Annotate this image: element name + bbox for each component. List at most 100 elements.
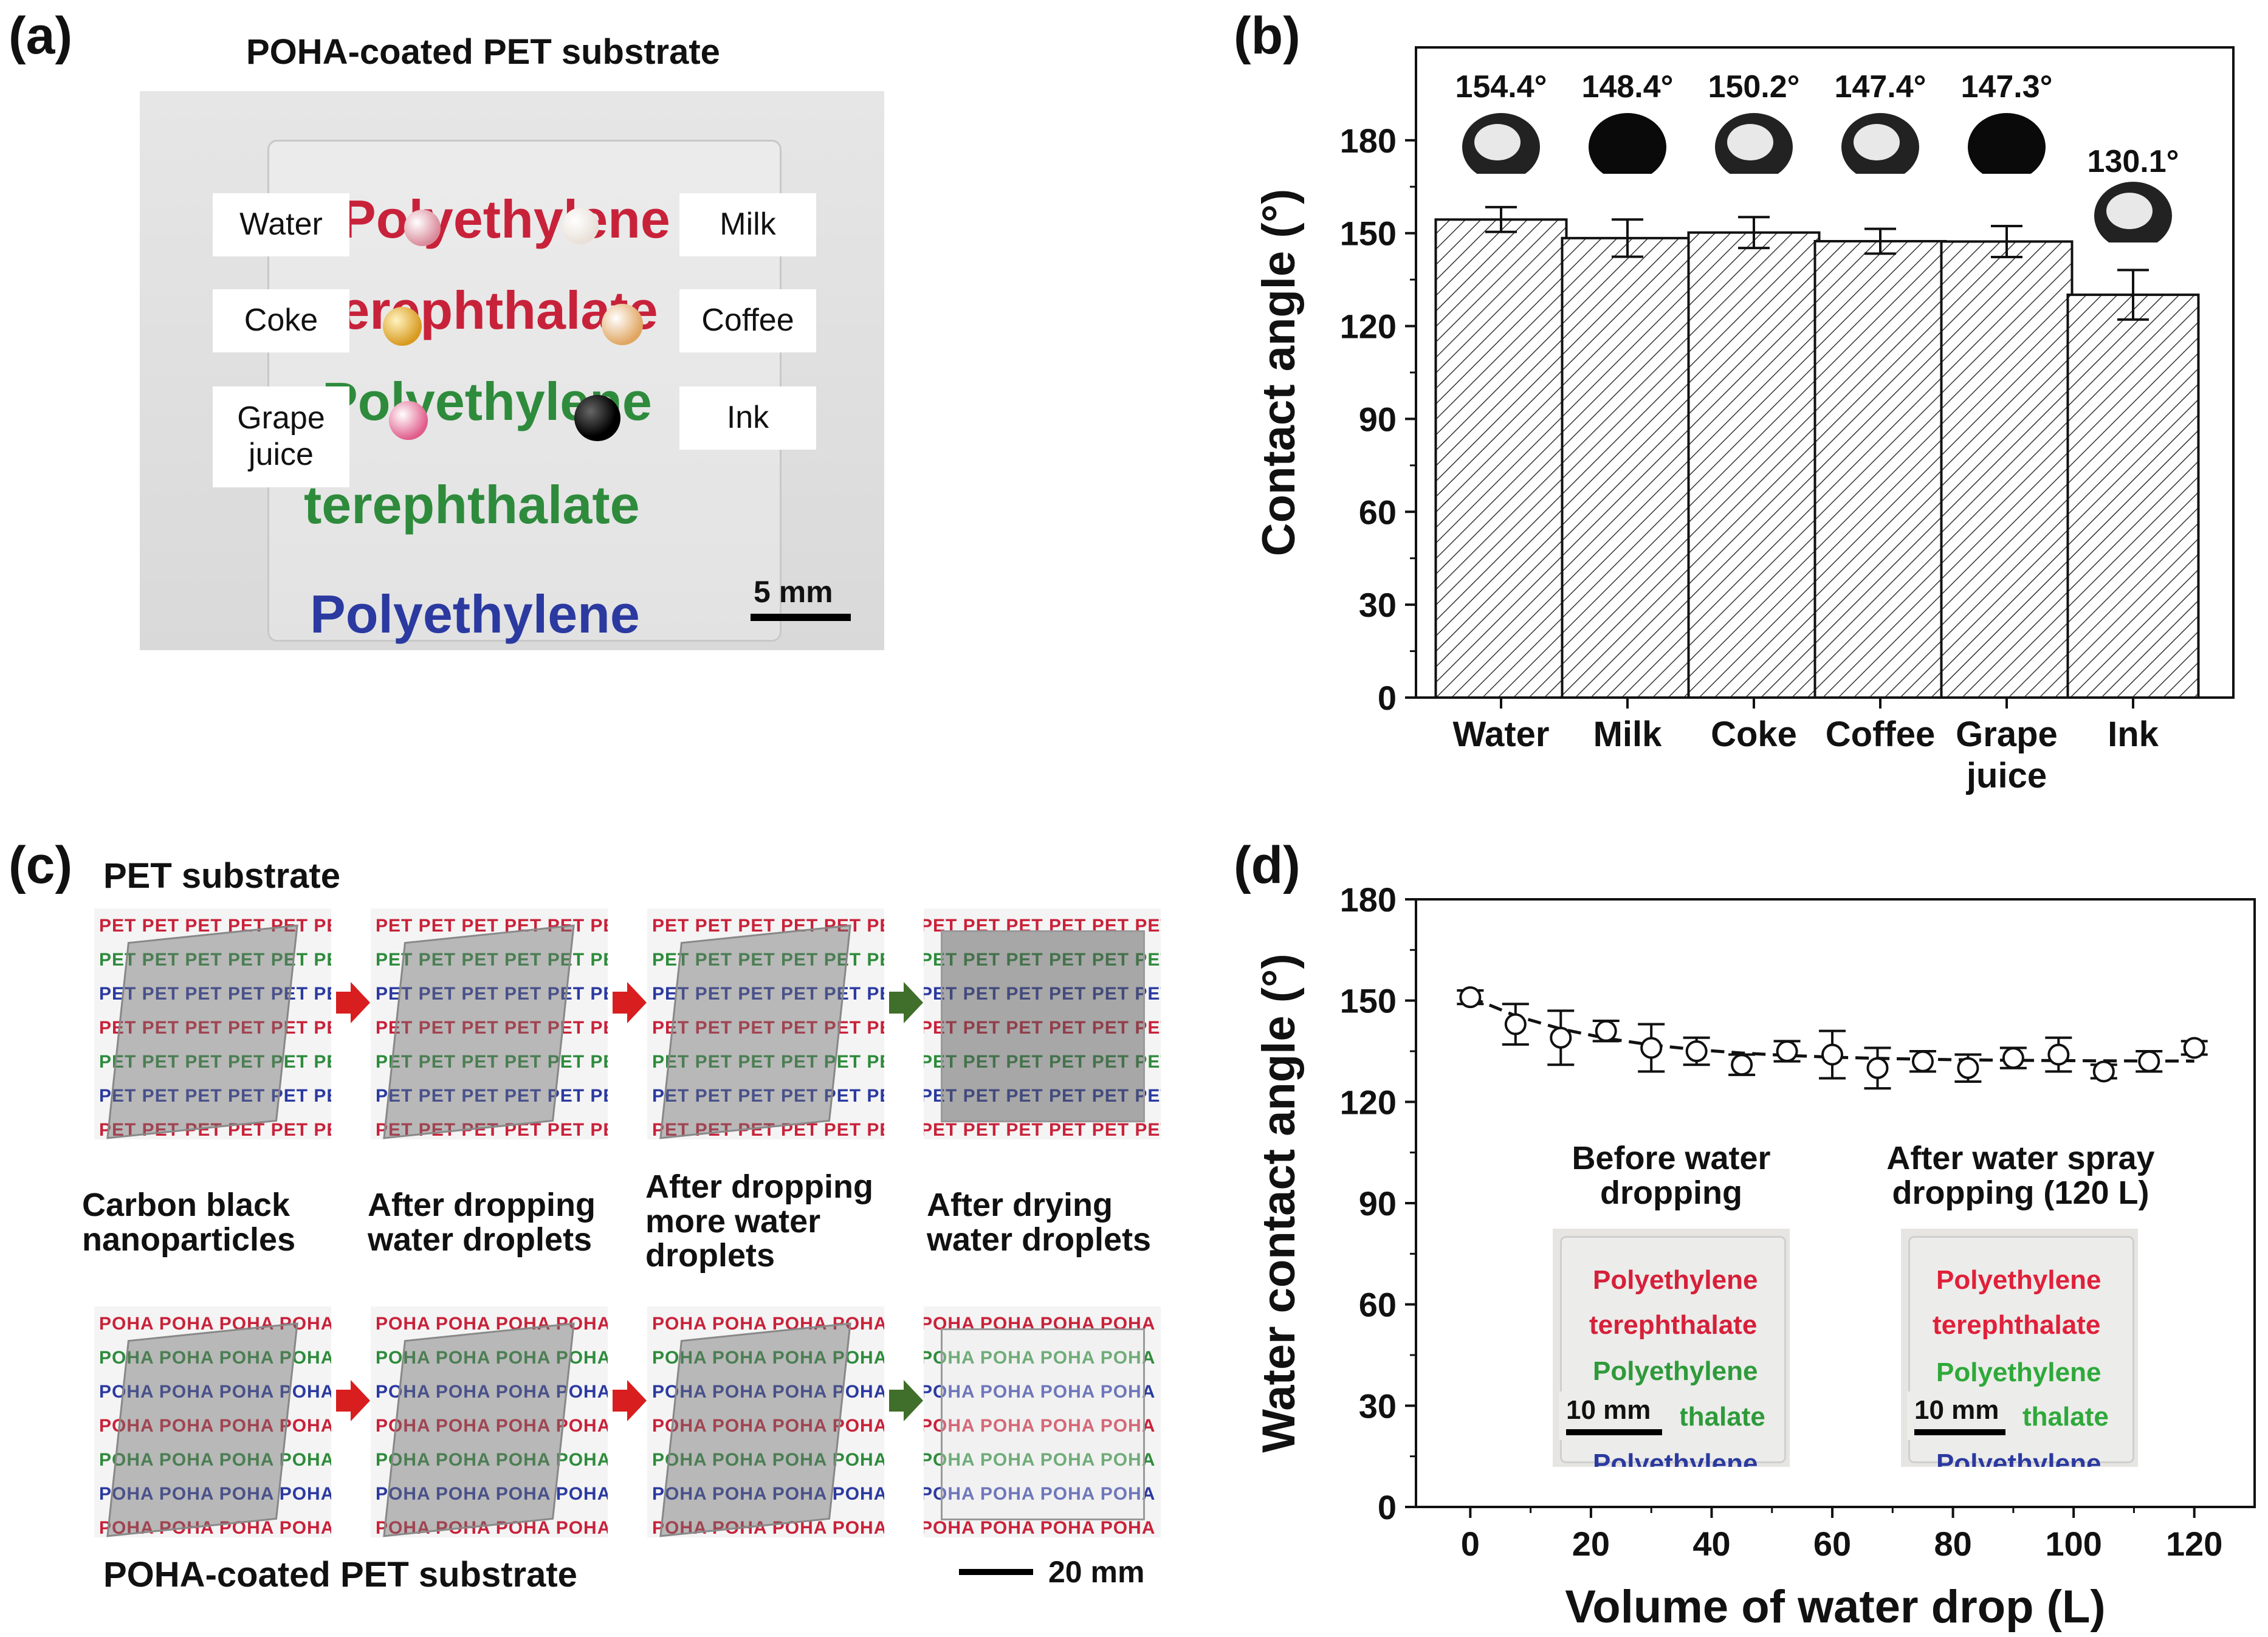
bg-text-4: terephthalate xyxy=(304,475,640,535)
panel-a-scale-bar xyxy=(751,614,851,621)
droplet-highlight xyxy=(1474,124,1521,160)
data-point xyxy=(2002,1047,2024,1069)
y-tick-label: 120 xyxy=(1340,1083,1397,1121)
panel-b-letter: (b) xyxy=(1234,7,1301,65)
droplet-baseline xyxy=(2094,242,2172,253)
pattern-row: PET PET PET PET PET PET PET PET PET PET … xyxy=(99,984,331,1004)
bar xyxy=(2066,293,2200,699)
droplet-image xyxy=(1589,113,1666,184)
droplet-baseline xyxy=(1589,174,1666,184)
pattern-row: PET PET PET PET PET PET PET PET PET PET … xyxy=(99,916,331,936)
x-tick-label: 100 xyxy=(2045,1525,2101,1563)
pattern-row: POHA POHA POHA POHA POHA POHA POHA POHA … xyxy=(652,1416,884,1436)
label-milk: Milk xyxy=(679,193,816,256)
panel-a-title: POHA-coated PET substrate xyxy=(246,32,720,72)
bar-annotation: 147.4° xyxy=(1835,69,1926,105)
x-tick-label: 120 xyxy=(2166,1525,2222,1563)
data-point xyxy=(1731,1054,1753,1076)
coated-film xyxy=(106,924,298,1139)
x-tick-label: Water xyxy=(1453,715,1550,754)
pattern-row: POHA POHA POHA POHA POHA POHA POHA POHA … xyxy=(376,1518,608,1537)
inset2-text-4: thalate xyxy=(2022,1402,2109,1432)
inset1-photo: Polyethylene terephthalate Polyethylene … xyxy=(1553,1229,1790,1467)
y-tick-label: 0 xyxy=(1378,679,1397,717)
pattern-row: PET PET PET PET PET PET PET PET PET PET … xyxy=(99,950,331,970)
panel-c-top-title: PET substrate xyxy=(103,856,340,896)
panel-d-letter: (d) xyxy=(1234,836,1301,894)
inset2-text-2: terephthalate xyxy=(1933,1310,2101,1340)
caption-carbon-black: Carbon black nanoparticles xyxy=(82,1187,296,1258)
panel-c-scale-bar xyxy=(959,1569,1033,1575)
pattern-row: POHA POHA POHA POHA POHA POHA POHA POHA … xyxy=(652,1382,884,1402)
label-ink: Ink xyxy=(679,386,816,450)
bar-annotation: 147.3° xyxy=(1961,69,2053,105)
water-contact-angle-chart: 0 30 60 90 120 150 180 0 20 40 60 80 100 120 Volume of… xyxy=(1253,880,2256,1633)
caption-more-droplets: After dropping more water droplets xyxy=(645,1169,873,1274)
inset2-scale-label: 10 mm xyxy=(1914,1395,1999,1425)
x-tick-label: juice xyxy=(1966,756,2047,795)
sequence-arrow-head xyxy=(351,982,370,1023)
data-point xyxy=(1866,1057,1889,1079)
data-point xyxy=(2092,1060,2115,1083)
sequence-arrow xyxy=(613,992,627,1014)
pattern-row: PET PET PET PET PET PET PET PET PET PET … xyxy=(376,984,608,1004)
y-axis-label: Contact angle (°) xyxy=(1253,189,1305,557)
pattern-row: PET PET PET PET PET PET PET PET PET PET … xyxy=(652,984,884,1004)
y-axis-label: Water contact angle (°) xyxy=(1253,953,1305,1452)
pattern-row: PET PET PET PET PET PET PET PET PET PET … xyxy=(652,1086,884,1106)
pattern-row: POHA POHA POHA POHA POHA POHA POHA POHA … xyxy=(376,1314,608,1334)
x-tick-label: Milk xyxy=(1593,715,1663,754)
pattern-row: POHA POHA POHA POHA POHA POHA POHA POHA … xyxy=(652,1348,884,1368)
pattern-row: PET PET PET PET PET PET PET PET PET PET … xyxy=(376,1018,608,1038)
inset1-text-3: Polyethylene xyxy=(1593,1356,1758,1386)
poha-photo-2: POHA POHA POHA POHA POHA POHA POHA POHA … xyxy=(371,1306,608,1537)
bar xyxy=(1940,240,2074,699)
data-point xyxy=(1550,1026,1572,1049)
y-tick-label: 150 xyxy=(1340,214,1397,253)
sequence-arrow-head xyxy=(351,1380,370,1421)
data-point xyxy=(1776,1040,1798,1062)
droplet-baseline xyxy=(1968,174,2046,184)
pattern-row: PET PET PET PET PET PET PET PET PET PET … xyxy=(652,1052,884,1072)
panel-c-bottom-title: POHA-coated PET substrate xyxy=(103,1555,577,1594)
sequence-arrow xyxy=(336,992,351,1014)
panel-a-scale-label: 5 mm xyxy=(754,575,833,609)
pattern-row: PET PET PET PET PET PET PET PET PET PET … xyxy=(924,1120,1161,1139)
bar xyxy=(1561,236,1694,699)
pattern-row: POHA POHA POHA POHA POHA POHA POHA POHA … xyxy=(652,1518,884,1537)
grape-juice-droplet xyxy=(389,401,428,440)
y-tick-label: 120 xyxy=(1340,307,1397,346)
pattern-row: POHA POHA POHA POHA POHA POHA POHA POHA … xyxy=(924,1314,1161,1334)
x-tick-label: Grape xyxy=(1956,715,2058,754)
x-tick-label: 40 xyxy=(1692,1525,1730,1563)
y-tick-label: 150 xyxy=(1340,982,1397,1020)
coated-film xyxy=(659,924,851,1139)
coated-film xyxy=(383,924,575,1139)
pattern-row: POHA POHA POHA POHA POHA POHA POHA POHA … xyxy=(376,1484,608,1504)
label-water: Water xyxy=(213,193,349,256)
pattern-row: POHA POHA POHA POHA POHA POHA POHA POHA … xyxy=(376,1382,608,1402)
inset1-text-4: thalate xyxy=(1679,1402,1765,1432)
pattern-row: PET PET PET PET PET PET PET PET PET PET … xyxy=(376,1120,608,1139)
pattern-row: POHA POHA POHA POHA POHA POHA POHA POHA … xyxy=(99,1382,331,1402)
bg-text-5: Polyethylene xyxy=(310,584,640,644)
pattern-row: PET PET PET PET PET PET PET PET PET PET … xyxy=(99,1018,331,1038)
coffee-droplet xyxy=(602,304,643,345)
data-point xyxy=(1911,1050,1934,1072)
bar-annotation: 148.4° xyxy=(1582,69,1674,105)
poha-photo-4: POHA POHA POHA POHA POHA POHA POHA POHA … xyxy=(924,1306,1161,1537)
x-tick-label: 60 xyxy=(1813,1525,1851,1563)
panel-c-letter: (c) xyxy=(9,836,73,894)
pattern-row: PET PET PET PET PET PET PET PET PET PET … xyxy=(652,1018,884,1038)
x-tick-label: 0 xyxy=(1461,1525,1480,1563)
ink-droplet xyxy=(574,395,620,441)
pattern-row: PET PET PET PET PET PET PET PET PET PET … xyxy=(99,1086,331,1106)
inset2-scale-bar xyxy=(1914,1429,2005,1435)
milk-droplet xyxy=(562,208,599,244)
pattern-row: POHA POHA POHA POHA POHA POHA POHA POHA … xyxy=(376,1348,608,1368)
pattern-row: POHA POHA POHA POHA POHA POHA POHA POHA … xyxy=(99,1518,331,1537)
data-point xyxy=(1595,1020,1617,1042)
x-tick-label: Ink xyxy=(2108,715,2159,754)
bar xyxy=(1687,231,1821,699)
droplet-body xyxy=(1968,113,2046,181)
